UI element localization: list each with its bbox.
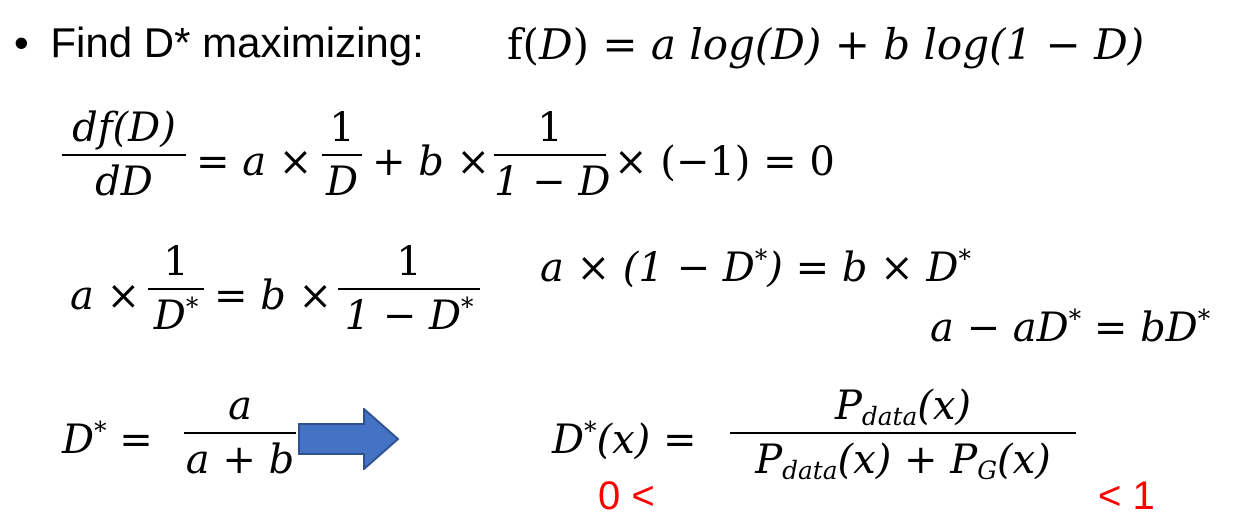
superscript-star: *: [1197, 304, 1211, 334]
row3-result-frac: Pdata(x) Pdata(x) + PG(x): [730, 383, 1076, 486]
bullet-line: • Find D* maximizing:: [14, 22, 424, 64]
row1-frac2-den: 1 − D: [494, 159, 611, 205]
row2-a-times: a ×: [70, 273, 141, 319]
row1-frac2-num: 1: [537, 105, 563, 151]
lower-bound-label: 0 <: [598, 474, 655, 518]
fraction-bar: [184, 432, 296, 434]
derivative-fraction: df(D) dD: [62, 106, 186, 204]
objective-formula: f(D) = a log(D) + b log(1 − D): [507, 24, 1144, 66]
row3-result-num: Pdata(x): [834, 383, 972, 432]
row3-result-lhs: D*(x) =: [552, 416, 697, 463]
row1-tail: × (−1) = 0: [614, 139, 835, 185]
row2-right-eq2: a − aD* = bD*: [930, 304, 1211, 351]
objective-rhs: = a log(D) + b log(1 − D): [602, 20, 1145, 69]
row3-dstar-den: a + b: [185, 437, 295, 483]
fraction-bar: [62, 154, 186, 156]
row1-frac1-den: D: [325, 159, 359, 205]
row3-dstar-num: a: [228, 383, 252, 429]
row1-frac2: 1 1 − D: [494, 105, 611, 205]
fraction-bar: [148, 288, 204, 290]
superscript-star: *: [461, 292, 474, 322]
objective-lhs-close: ): [572, 20, 590, 69]
row3-dstar-lhs: D* =: [62, 416, 153, 463]
row2-right-eq1: a × (1 − D*) = b × D*: [540, 244, 971, 291]
row2-frac2-den: 1 − D*: [344, 292, 474, 339]
derivative-numerator: df(D): [72, 105, 176, 151]
superscript-star: *: [584, 416, 597, 446]
superscript-star: *: [958, 244, 971, 274]
fraction-bar: [322, 154, 362, 156]
row1-frac1: 1 D: [322, 106, 362, 204]
row3-result-den: Pdata(x) + PG(x): [755, 437, 1051, 486]
objective-lhs-var: D: [538, 20, 573, 69]
derivative-denominator: dD: [95, 159, 153, 205]
row3-dstar-frac: a a + b: [184, 384, 296, 482]
superscript-star: *: [94, 416, 107, 446]
superscript-star: *: [754, 244, 768, 274]
row1-plus-b: + b ×: [372, 139, 491, 185]
subscript: G: [977, 456, 997, 486]
row1-frac1-num: 1: [329, 105, 355, 151]
row2-frac1: 1 D*: [148, 240, 204, 338]
objective-lhs: f(: [507, 20, 539, 69]
row2-frac2-num: 1: [396, 239, 422, 285]
row2-frac1-den: D*: [153, 292, 199, 339]
fraction-bar: [338, 288, 480, 290]
subscript: data: [782, 456, 838, 486]
subscript: data: [861, 402, 918, 432]
fraction-bar: [494, 154, 606, 156]
row2-eq-b: = b ×: [214, 273, 333, 319]
upper-bound-label: < 1: [1098, 474, 1155, 518]
row2-frac1-num: 1: [163, 239, 189, 285]
row2-frac2: 1 1 − D*: [338, 240, 480, 338]
superscript-star: *: [1068, 304, 1082, 334]
bullet-symbol: •: [14, 19, 29, 66]
right-arrow-icon: [298, 408, 400, 470]
bullet-text: Find D* maximizing:: [50, 19, 424, 66]
superscript-star: *: [185, 292, 199, 322]
fraction-bar: [730, 432, 1076, 434]
row1-eq-a: = a ×: [196, 139, 313, 185]
